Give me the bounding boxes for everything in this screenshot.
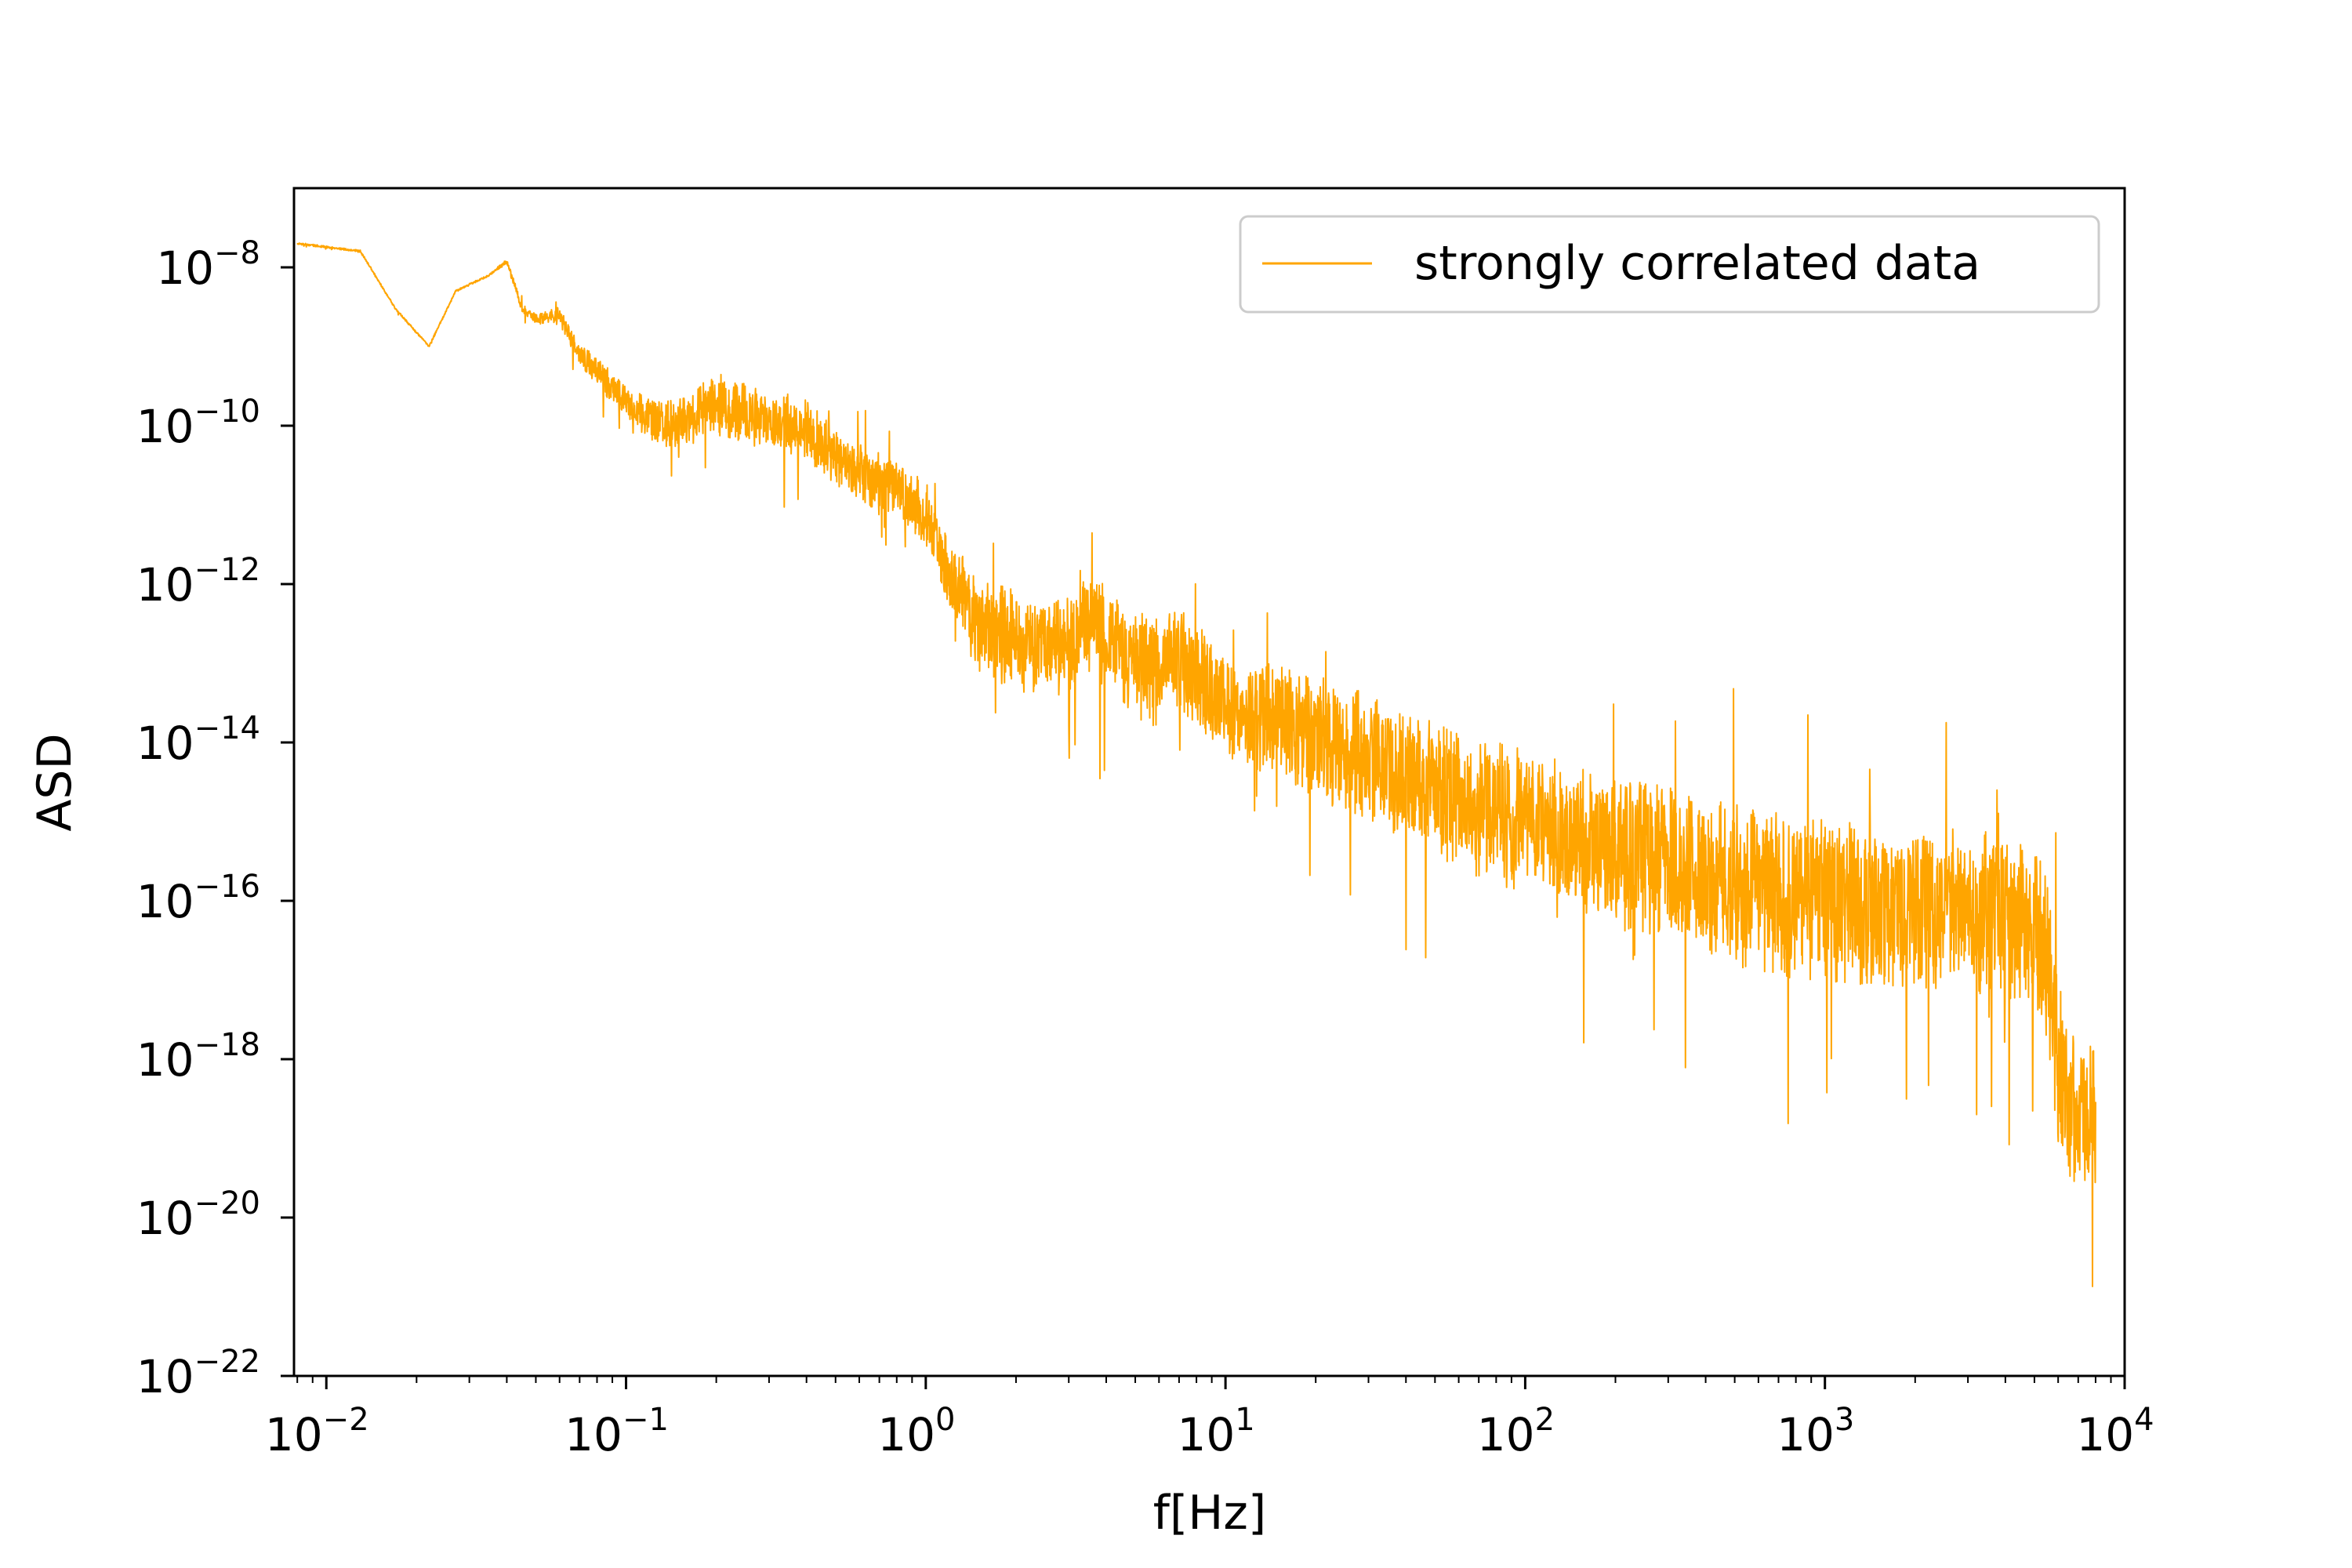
legend: strongly correlated data [1239, 215, 2100, 314]
y-tick-label: 10−8 [156, 235, 260, 295]
legend-label: strongly correlated data [1414, 236, 1980, 291]
y-tick-label: 10−14 [136, 710, 260, 770]
x-tick-label: 104 [2076, 1402, 2154, 1461]
x-tick-label: 100 [877, 1402, 955, 1461]
asd-series-line [296, 242, 2096, 1287]
x-tick-label: 101 [1177, 1402, 1254, 1461]
x-axis-label: f[Hz] [1153, 1486, 1267, 1541]
series-layer [296, 242, 2096, 1287]
y-tick-label: 10−22 [136, 1344, 260, 1403]
x-tick-label: 103 [1777, 1402, 1854, 1461]
y-axis-ticks: 10−8 10−10 10−12 10−14 10−16 10−18 10−20 10−22 [136, 235, 294, 1403]
x-tick-label: 102 [1477, 1402, 1555, 1461]
y-tick-label: 10−10 [136, 394, 260, 453]
legend-box [1239, 215, 2100, 314]
x-tick-label: 10−1 [564, 1402, 669, 1461]
x-axis-ticks: 10−2 10−1 100 101 102 103 104 [265, 1376, 2154, 1461]
x-tick-label: 10−2 [265, 1402, 369, 1461]
y-tick-label: 10−18 [136, 1027, 260, 1087]
plot-frame [292, 187, 2126, 1377]
y-tick-label: 10−16 [136, 869, 260, 928]
y-tick-label: 10−20 [136, 1185, 260, 1245]
y-tick-label: 10−12 [136, 552, 260, 612]
y-axis-label: ASD [27, 733, 82, 831]
